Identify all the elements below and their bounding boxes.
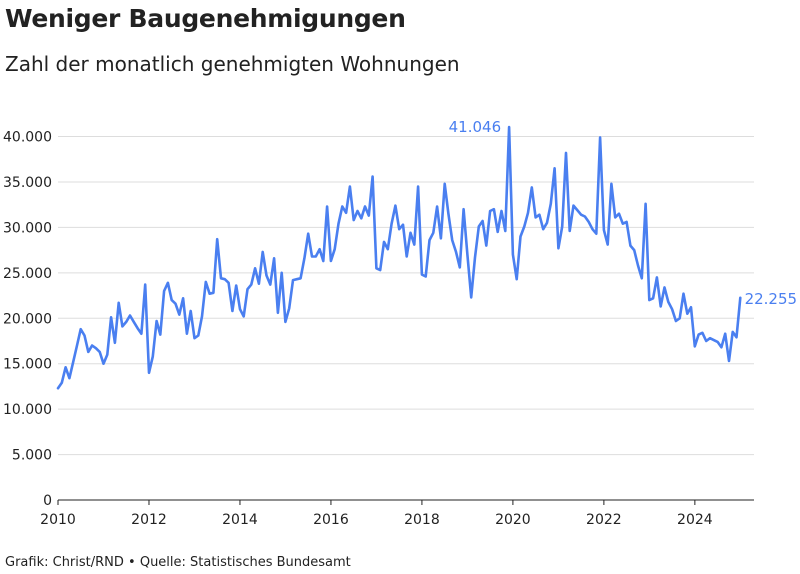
x-tick-label: 2010	[40, 512, 76, 528]
x-tick-label: 2022	[586, 512, 622, 528]
series-layer	[56, 125, 742, 390]
chart-subtitle: Zahl der monatlich genehmigten Wohnungen	[5, 52, 460, 76]
y-tick-label: 15.000	[3, 357, 52, 373]
y-tick-label: 0	[43, 493, 52, 509]
y-tick-label: 5.000	[12, 448, 52, 464]
x-tick-label: 2024	[677, 512, 713, 528]
y-tick-label: 20.000	[3, 311, 52, 327]
data-label: 22.255	[745, 290, 798, 308]
y-tick-label: 10.000	[3, 402, 52, 418]
x-tick-label: 2014	[222, 512, 258, 528]
x-tick-label: 2018	[404, 512, 440, 528]
x-tick-label: 2016	[313, 512, 349, 528]
axis-layer: 0 5.000 10.000 15.000 20.000 25.000 30.000 35.0…	[3, 130, 754, 528]
grid-layer	[58, 136, 754, 456]
y-tick-label: 40.000	[3, 130, 52, 146]
series-line	[56, 125, 742, 390]
chart-title: Weniger Baugenehmigungen	[5, 4, 406, 33]
y-tick-label: 35.000	[3, 175, 52, 191]
data-label: 41.046	[449, 118, 502, 136]
x-tick-label: 2020	[495, 512, 531, 528]
y-tick-label: 25.000	[3, 266, 52, 282]
source-note: Grafik: Christ/RND • Quelle: Statistisch…	[5, 555, 351, 570]
annotation-layer: 41.046 22.255	[449, 118, 797, 308]
x-tick-label: 2012	[131, 512, 167, 528]
y-tick-label: 30.000	[3, 220, 52, 236]
